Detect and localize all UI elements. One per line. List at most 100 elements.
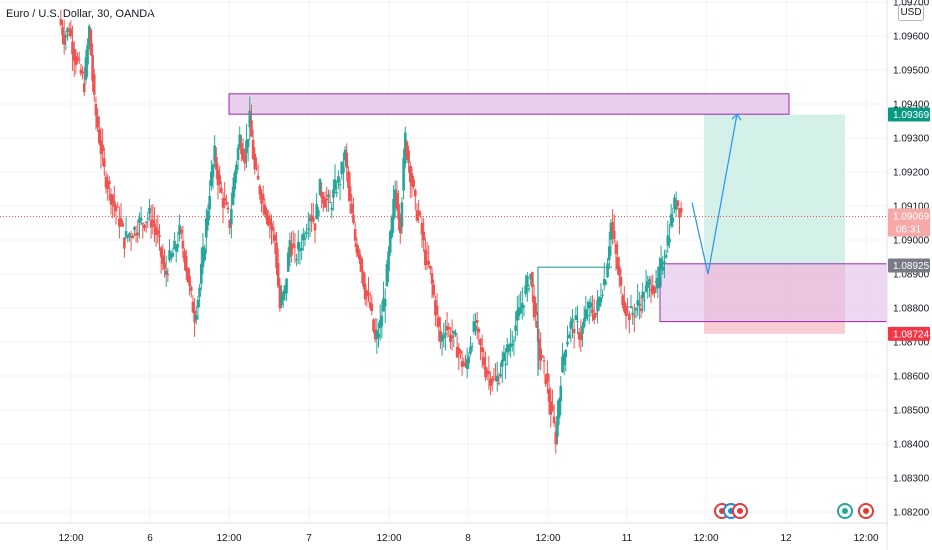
y-tick-label: 1.09000 <box>893 236 930 247</box>
candle-body <box>151 219 155 224</box>
candle-body <box>611 222 614 233</box>
candle-body <box>582 318 586 327</box>
candle-body <box>653 287 656 294</box>
candle-body <box>607 246 611 261</box>
candle-body <box>584 309 588 319</box>
candle-body <box>400 202 404 227</box>
y-tick-label: 1.09500 <box>893 66 930 77</box>
candle-body <box>474 325 477 331</box>
candle-body <box>113 200 116 207</box>
candle-body <box>395 193 399 209</box>
candle-body <box>664 254 668 258</box>
candle-body <box>541 355 544 358</box>
candle-body <box>216 170 220 186</box>
candle-body <box>84 57 88 80</box>
candle-body <box>290 244 293 256</box>
candle-body <box>97 129 101 144</box>
candle-body <box>484 366 487 378</box>
candle-body <box>616 257 619 269</box>
candle-body <box>362 271 365 287</box>
price-badges: 1.09369 1.09069 06:31 1.08925 1.08724 <box>888 107 930 341</box>
candle-body <box>495 375 499 382</box>
x-axis: 12:00 6 12:00 7 12:00 8 12:00 11 12:00 12 12:00 <box>58 533 878 544</box>
y-tick-label: 1.08400 <box>893 440 930 451</box>
candle-body <box>241 148 245 160</box>
candle-body <box>559 385 563 402</box>
candle-body <box>353 228 357 241</box>
candle-body <box>430 273 434 284</box>
current-price-badge: 1.09069 <box>893 212 930 223</box>
candle-body <box>94 104 98 116</box>
candle-body <box>275 242 278 268</box>
candle-body <box>524 285 527 294</box>
candle-body <box>567 334 571 339</box>
candle-body <box>201 246 205 268</box>
currency-button[interactable]: USD <box>898 4 924 21</box>
candle-body <box>594 312 598 316</box>
candle-body <box>482 357 486 366</box>
y-tick-label: 1.08500 <box>893 406 930 417</box>
candle-body <box>599 297 603 303</box>
candle-body <box>586 314 589 316</box>
candle-body <box>432 284 436 296</box>
candle-body <box>517 307 521 317</box>
candle-body <box>612 230 616 239</box>
candle-body <box>261 194 265 200</box>
candle-body <box>455 346 459 358</box>
candle-body <box>253 153 257 170</box>
candle-body <box>569 321 573 329</box>
candle-body <box>497 383 501 385</box>
candle-body <box>417 210 420 216</box>
candle-body <box>106 180 109 190</box>
candle-body <box>161 255 165 264</box>
candle-body <box>449 335 452 342</box>
candle-body <box>89 29 93 56</box>
candle-body <box>205 218 208 238</box>
candle-body <box>82 83 86 93</box>
candle-body <box>338 183 342 185</box>
candle-body <box>118 218 121 227</box>
candle-body <box>504 363 507 365</box>
candle-body <box>365 290 369 297</box>
candle-body <box>454 332 457 335</box>
candle-body <box>266 215 270 226</box>
candle-body <box>494 379 497 381</box>
candle-body <box>470 345 474 347</box>
candle-body <box>111 195 114 202</box>
candle-body <box>537 338 541 353</box>
candle-body <box>554 431 558 445</box>
support-zone <box>659 263 888 323</box>
candle-body <box>380 315 384 327</box>
candle-body <box>372 319 375 332</box>
candle-body <box>435 305 439 316</box>
candle-body <box>510 343 514 346</box>
candle-body <box>176 244 180 248</box>
candle-body <box>251 139 255 159</box>
candle-body <box>133 227 136 230</box>
candle-body <box>164 270 168 275</box>
candle-body <box>119 217 123 224</box>
candle-body <box>479 339 482 346</box>
candle-body <box>576 321 579 323</box>
candle-body <box>531 271 534 287</box>
candle-body <box>199 263 203 284</box>
candle-body <box>288 240 292 258</box>
candle-body <box>656 278 660 289</box>
candle-body <box>64 35 68 37</box>
candle-body <box>198 287 201 297</box>
candle-body <box>352 214 355 223</box>
candle-body <box>673 197 676 209</box>
candle-body <box>248 110 252 128</box>
candle-body <box>532 295 536 318</box>
prior-level-line <box>537 266 612 376</box>
candle-body <box>310 215 313 222</box>
candle-body <box>534 303 537 316</box>
candle-body <box>419 213 422 215</box>
candle-body <box>246 139 250 148</box>
candle-body <box>561 356 564 372</box>
candle-body <box>220 187 223 193</box>
candle-body <box>469 346 472 354</box>
candle-body <box>96 115 99 128</box>
candle-body <box>317 210 320 217</box>
